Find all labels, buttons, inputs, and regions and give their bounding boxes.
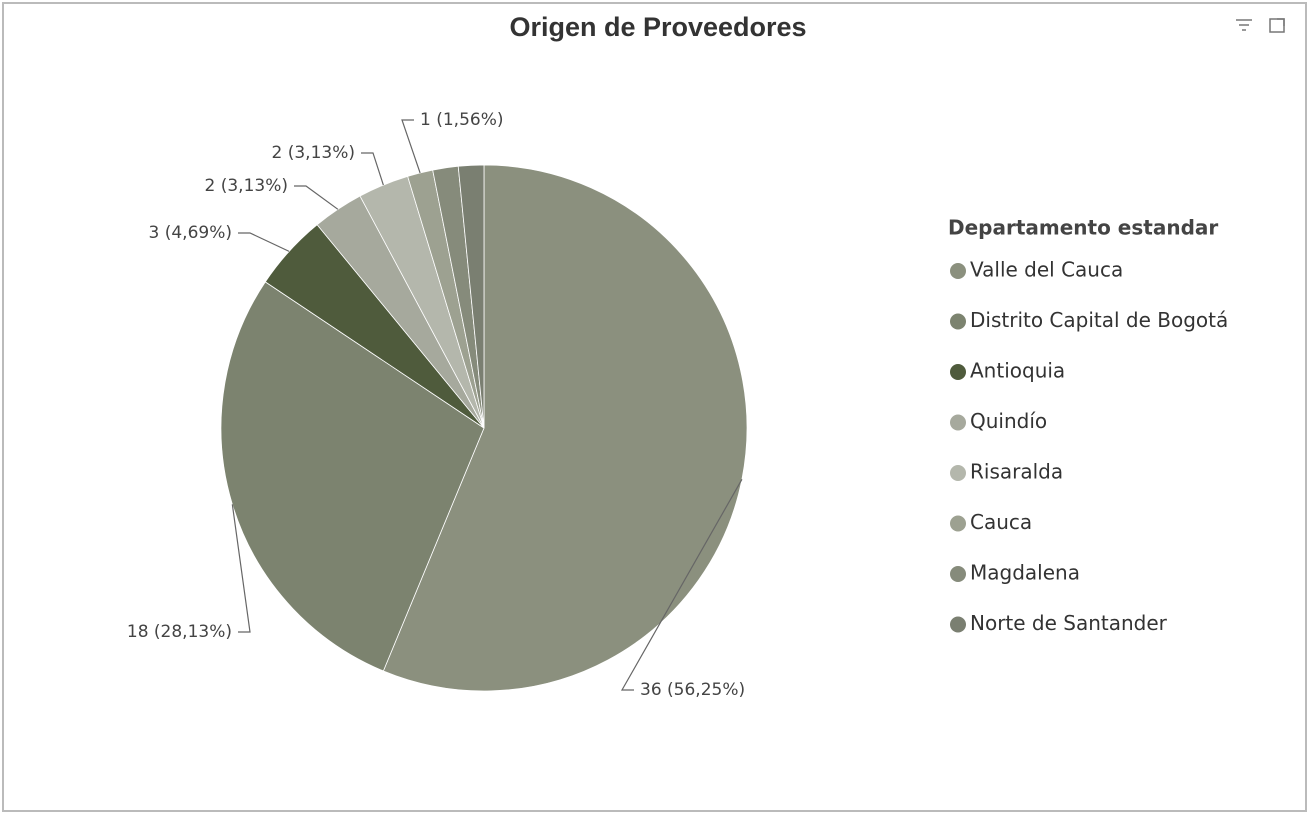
legend-label: Risaralda — [970, 460, 1063, 484]
legend-swatch — [950, 414, 966, 431]
pie-slice — [457, 164, 485, 429]
legend-label: Distrito Capital de Bogotá — [970, 308, 1228, 332]
leader-line — [620, 479, 743, 691]
legend-swatch — [950, 616, 966, 633]
legend-swatch — [950, 364, 966, 380]
legend-title: Departamento estandar — [948, 216, 1218, 240]
legend-label: Antioquia — [970, 359, 1065, 383]
legend-label: Quindío — [970, 409, 1047, 433]
legend-swatch — [950, 313, 966, 330]
legend-label: Cauca — [970, 510, 1032, 534]
focus-icon[interactable] — [1269, 18, 1285, 33]
legend-swatch — [950, 263, 966, 279]
data-label: 2 (3,13%) — [272, 143, 356, 163]
leader-line — [401, 119, 421, 174]
leader-line — [238, 232, 290, 252]
leader-line — [231, 504, 251, 633]
chart-title: Origen de Proveedores — [509, 12, 806, 42]
data-label: 2 (3,13%) — [205, 176, 289, 196]
pie-slice — [220, 281, 485, 672]
legend-swatch — [950, 515, 966, 532]
data-label: 3 (4,69%) — [149, 223, 233, 243]
legend-swatch — [950, 566, 966, 582]
legend-swatch — [950, 465, 966, 481]
legend-label: Valle del Cauca — [970, 258, 1123, 282]
legend-label: Magdalena — [970, 561, 1080, 585]
leader-line — [361, 152, 384, 186]
legend-label: Norte de Santander — [970, 611, 1168, 635]
filter-icon[interactable] — [1236, 19, 1252, 31]
data-label: 18 (28,13%) — [127, 622, 232, 642]
data-label: 1 (1,56%) — [420, 110, 504, 130]
leader-line — [294, 185, 339, 210]
data-label: 36 (56,25%) — [640, 680, 745, 700]
